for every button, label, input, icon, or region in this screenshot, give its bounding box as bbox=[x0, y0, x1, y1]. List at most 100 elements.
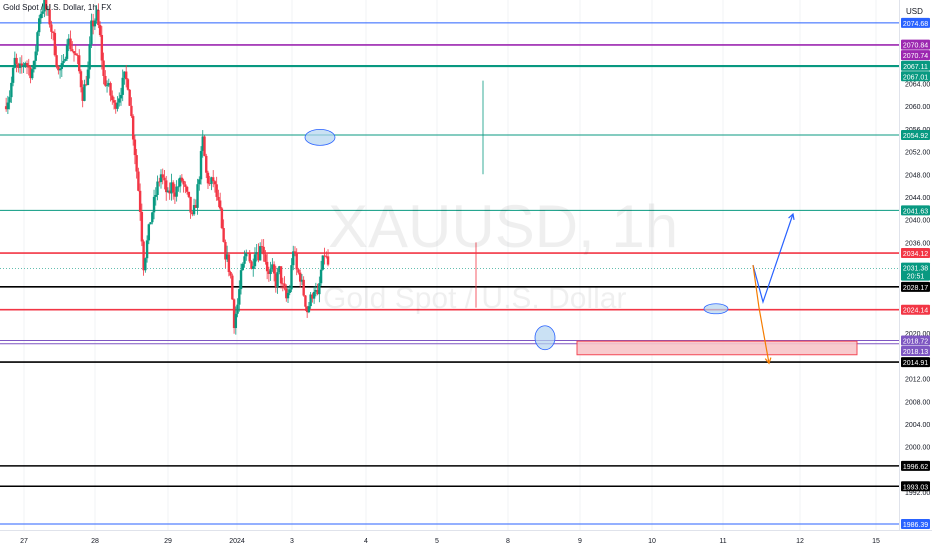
candle-body bbox=[161, 174, 164, 178]
candle-body bbox=[43, 0, 46, 12]
candle-body bbox=[220, 208, 224, 229]
candle-body bbox=[300, 279, 304, 282]
candle-body bbox=[201, 136, 204, 152]
y-tick-label: 2040.00 bbox=[905, 218, 930, 225]
candle-body bbox=[69, 38, 72, 50]
candle-body bbox=[245, 253, 248, 257]
candle-body bbox=[15, 57, 18, 64]
candle-body bbox=[265, 261, 269, 272]
candle-body bbox=[38, 18, 41, 33]
candle-body bbox=[269, 269, 272, 275]
candle-body bbox=[51, 31, 55, 33]
candle-body bbox=[248, 253, 251, 262]
candle-body bbox=[41, 11, 44, 14]
candle-body bbox=[274, 273, 278, 287]
price-badge bbox=[901, 205, 930, 216]
y-tick-label: 2008.00 bbox=[905, 399, 930, 406]
price-badge bbox=[901, 481, 930, 492]
candle-body bbox=[171, 182, 175, 193]
projection-arrowhead bbox=[788, 212, 795, 221]
candle-body bbox=[65, 44, 69, 59]
candle-body bbox=[60, 63, 64, 69]
candle-body bbox=[224, 241, 227, 260]
candle-body bbox=[22, 65, 25, 67]
candle-body bbox=[314, 290, 318, 292]
candle-body bbox=[203, 136, 206, 156]
support-zone bbox=[576, 340, 858, 356]
highlight-ellipse bbox=[304, 128, 336, 146]
last-price-badge bbox=[901, 262, 930, 281]
price-lines bbox=[0, 22, 899, 525]
candle-body bbox=[185, 186, 189, 192]
candle-body bbox=[232, 299, 236, 329]
candle-body bbox=[154, 194, 157, 197]
candle-body bbox=[276, 272, 279, 287]
y-tick-label: 2004.00 bbox=[905, 422, 930, 429]
candle-body bbox=[253, 254, 257, 267]
candle-body bbox=[158, 181, 161, 183]
candle-body bbox=[36, 32, 39, 52]
candle-body bbox=[218, 200, 222, 209]
candle-body bbox=[156, 181, 159, 195]
candle-body bbox=[189, 196, 192, 213]
price-badge-label: 2018.72 bbox=[903, 338, 928, 345]
candle-body bbox=[165, 180, 168, 193]
candle-body bbox=[48, 9, 51, 25]
x-tick-label: 2024 bbox=[229, 538, 245, 545]
x-tick-label: 10 bbox=[648, 538, 656, 545]
candle-body bbox=[272, 264, 276, 274]
candle-body bbox=[107, 83, 110, 86]
candle-body bbox=[84, 84, 88, 86]
candle-body bbox=[252, 266, 255, 269]
candle-body bbox=[206, 172, 210, 184]
candle-body bbox=[64, 58, 67, 61]
candle-body bbox=[241, 263, 244, 271]
candle-body bbox=[53, 32, 57, 56]
candle-body bbox=[78, 55, 81, 72]
x-tick-label: 29 bbox=[164, 538, 172, 545]
y-tick-label: 2048.00 bbox=[905, 172, 930, 179]
candle-body bbox=[50, 24, 53, 32]
projection-layer bbox=[752, 212, 795, 365]
candle-body bbox=[246, 253, 250, 254]
y-tick-label: 2060.00 bbox=[905, 104, 930, 111]
candle-body bbox=[138, 190, 142, 213]
x-tick-label: 28 bbox=[91, 538, 99, 545]
candle-body bbox=[67, 38, 70, 45]
price-badge-label: 2054.92 bbox=[903, 133, 928, 140]
candle-body bbox=[215, 184, 218, 197]
price-badge bbox=[901, 281, 930, 292]
candle-body bbox=[187, 191, 191, 197]
candle-body bbox=[102, 60, 105, 76]
candle-body bbox=[262, 246, 265, 255]
candle-body bbox=[151, 212, 154, 223]
y-tick-label: 2020.00 bbox=[905, 331, 930, 338]
price-badge-label: 2024.14 bbox=[903, 308, 928, 315]
price-badge-label: 2070.84 bbox=[903, 43, 928, 50]
candle-body bbox=[97, 10, 100, 26]
candle-body bbox=[58, 68, 62, 71]
x-tick-label: 3 bbox=[290, 538, 294, 545]
candle-body bbox=[133, 139, 137, 156]
candle-body bbox=[173, 192, 177, 197]
candle-body bbox=[255, 252, 258, 255]
candle-body bbox=[55, 55, 58, 67]
candle-body bbox=[325, 256, 328, 258]
candle-body bbox=[32, 60, 36, 70]
y-tick-label: 1992.00 bbox=[905, 490, 930, 497]
candle-body bbox=[10, 82, 13, 98]
x-tick-label: 9 bbox=[578, 538, 582, 545]
candle-body bbox=[17, 63, 20, 68]
candle-body bbox=[212, 177, 215, 182]
candle-body bbox=[11, 67, 15, 83]
candle-body bbox=[178, 177, 182, 187]
candle-body bbox=[225, 254, 229, 260]
candle-body bbox=[278, 266, 281, 273]
candle-body bbox=[98, 25, 102, 35]
price-badge bbox=[901, 460, 930, 471]
candle-body bbox=[311, 294, 314, 299]
candle-body bbox=[304, 295, 307, 307]
candle-body bbox=[18, 63, 22, 68]
